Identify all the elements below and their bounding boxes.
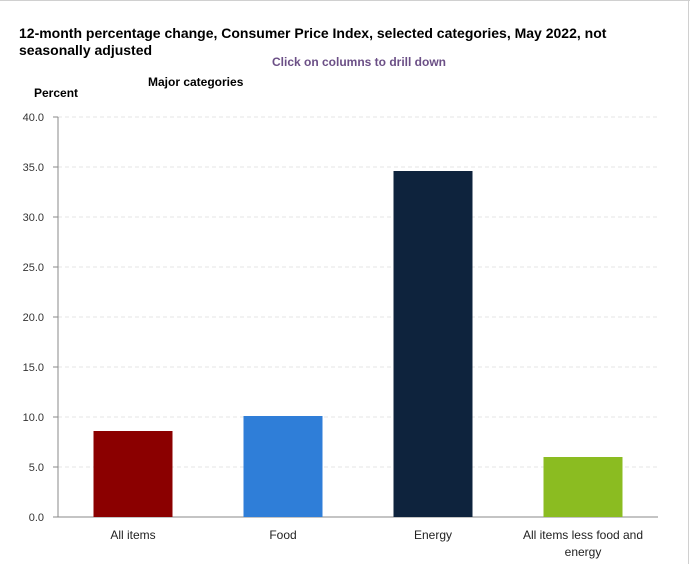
x-category-label: All items	[110, 528, 155, 542]
bar[interactable]	[543, 457, 623, 517]
y-tick-label: 40.0	[23, 112, 44, 124]
x-category-label-line: All items	[110, 528, 155, 542]
frame-right-border	[688, 0, 689, 564]
bars	[93, 171, 623, 517]
bar[interactable]	[393, 171, 473, 517]
x-category-label: Food	[269, 528, 296, 542]
chart-subtitle: Major categories	[148, 75, 244, 89]
x-category-label-line: Energy	[414, 528, 452, 542]
x-axis-labels: All items Food Energy All items less food a…	[110, 528, 643, 559]
y-axis-ticks: 0.0 5.0 10.0 15.0 20.0 25.0 30.0 35.0 40.0	[23, 112, 58, 524]
drill-down-hint: Click on columns to drill down	[272, 55, 447, 69]
bar[interactable]	[93, 431, 173, 517]
frame-top-border	[0, 0, 690, 1]
y-tick-label: 10.0	[23, 412, 44, 424]
x-category-label-line: Food	[269, 528, 296, 542]
y-tick-label: 30.0	[23, 212, 44, 224]
y-tick-label: 25.0	[23, 262, 44, 274]
bar[interactable]	[243, 416, 323, 517]
y-tick-label: 0.0	[29, 512, 44, 524]
gridlines	[58, 116, 658, 468]
x-category-label: Energy	[414, 528, 452, 542]
y-axis-label: Percent	[34, 86, 79, 100]
y-tick-label: 15.0	[23, 362, 44, 374]
y-tick-label: 20.0	[23, 312, 44, 324]
y-tick-label: 5.0	[29, 462, 44, 474]
chart-title: 12-month percentage change, Consumer Pri…	[19, 25, 607, 58]
x-category-label: All items less food and energy	[523, 528, 643, 559]
x-category-label-line: energy	[565, 545, 602, 559]
y-tick-label: 35.0	[23, 162, 44, 174]
x-category-label-line: All items less food and	[523, 528, 643, 542]
